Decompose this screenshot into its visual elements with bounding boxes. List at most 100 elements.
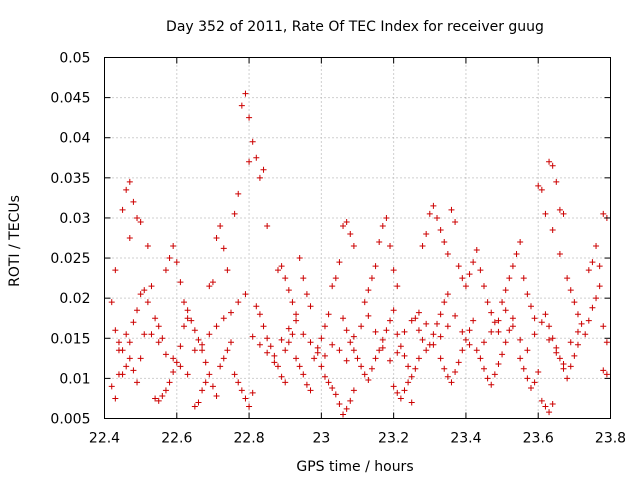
data-point: [260, 166, 267, 173]
data-point: [332, 275, 339, 282]
data-point: [199, 347, 206, 354]
data-point: [224, 347, 231, 354]
data-point: [162, 267, 169, 274]
data-point: [177, 363, 184, 370]
data-point: [213, 393, 220, 400]
data-point: [578, 320, 585, 327]
data-point: [202, 379, 209, 386]
x-tick-label: 23: [312, 431, 330, 447]
data-point: [560, 360, 567, 367]
data-point: [502, 307, 509, 314]
axis-ticks: 22.4 22.6 22.8 23 23.2 23.4 23.6 23.8 0.005 0.01 0…: [50, 51, 626, 447]
grid: [104, 57, 611, 419]
data-point: [347, 339, 354, 346]
y-tick-label: 0.005: [50, 412, 90, 428]
data-point: [246, 403, 253, 410]
data-point: [134, 379, 141, 386]
data-point: [159, 335, 166, 342]
data-point: [235, 190, 242, 197]
data-point: [491, 371, 498, 378]
data-point: [358, 363, 365, 370]
data-point: [488, 309, 495, 316]
data-point: [108, 383, 115, 390]
data-point: [567, 287, 574, 294]
data-point: [394, 283, 401, 290]
data-point: [249, 333, 256, 340]
y-tick-label: 0.015: [50, 331, 90, 347]
data-point: [148, 331, 155, 338]
data-point: [119, 347, 126, 354]
data-point: [600, 210, 607, 217]
data-point: [336, 259, 343, 266]
data-point: [278, 373, 285, 380]
data-point: [506, 275, 513, 282]
data-point: [264, 335, 271, 342]
data-point: [542, 311, 549, 318]
y-tick-label: 0.045: [50, 91, 90, 107]
data-point: [264, 222, 271, 229]
data-point: [235, 299, 242, 306]
data-point: [560, 210, 567, 217]
data-point: [390, 307, 397, 314]
data-point: [390, 383, 397, 390]
data-point: [343, 218, 350, 225]
data-point: [170, 368, 177, 375]
data-point: [430, 331, 437, 338]
data-point: [549, 335, 556, 342]
data-point: [350, 347, 357, 354]
data-point: [123, 331, 130, 338]
data-point: [300, 331, 307, 338]
data-point: [430, 202, 437, 209]
data-point: [553, 349, 560, 356]
data-point: [546, 323, 553, 330]
x-tick-label: 22.8: [233, 431, 264, 447]
data-point: [589, 304, 596, 311]
data-point: [350, 333, 357, 340]
data-point: [394, 349, 401, 356]
data-point: [401, 328, 408, 335]
data-point: [452, 368, 459, 375]
y-tick-label: 0.025: [50, 251, 90, 267]
data-point: [264, 349, 271, 356]
data-point: [444, 291, 451, 298]
data-point: [329, 385, 336, 392]
data-point: [184, 307, 191, 314]
data-point: [293, 317, 300, 324]
data-point: [538, 186, 545, 193]
data-point: [119, 206, 126, 213]
data-point: [224, 267, 231, 274]
data-point: [488, 381, 495, 388]
data-point: [112, 267, 119, 274]
data-point: [574, 328, 581, 335]
data-point: [166, 255, 173, 262]
data-point: [336, 347, 343, 354]
data-point: [538, 319, 545, 326]
data-point: [238, 387, 245, 394]
data-point: [220, 315, 227, 322]
data-point: [231, 210, 238, 217]
data-point: [343, 405, 350, 412]
data-point: [383, 327, 390, 334]
data-point: [368, 365, 375, 372]
data-point: [256, 174, 263, 181]
data-point: [444, 323, 451, 330]
data-point: [415, 327, 422, 334]
x-tick-label: 22.4: [89, 431, 120, 447]
data-point: [434, 320, 441, 327]
data-point: [383, 214, 390, 221]
y-tick-label: 0.03: [59, 211, 90, 227]
data-point: [285, 339, 292, 346]
data-point: [546, 409, 553, 416]
y-axis-label: ROTI / TECUs: [7, 195, 23, 287]
data-point: [206, 283, 213, 290]
data-point: [282, 379, 289, 386]
data-point: [481, 365, 487, 372]
data-point: [549, 162, 556, 169]
data-point: [311, 355, 318, 362]
data-point: [437, 355, 444, 362]
data-point: [376, 347, 383, 354]
data-point: [423, 230, 430, 237]
data-point: [303, 291, 310, 298]
data-point: [466, 327, 473, 334]
